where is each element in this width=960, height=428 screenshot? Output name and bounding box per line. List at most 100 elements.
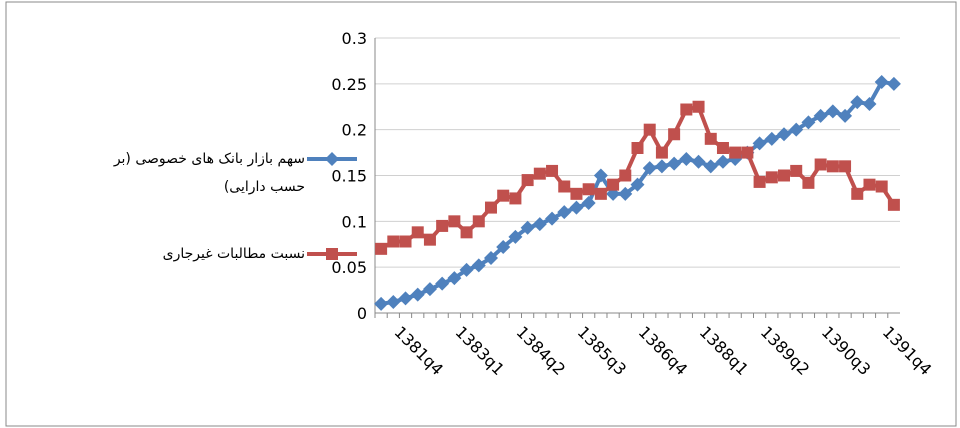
point: [826, 160, 839, 173]
y-tick-label: 0: [357, 304, 367, 323]
point: [557, 205, 572, 220]
x-tick-label: 1388q1: [696, 322, 753, 379]
point: [581, 196, 596, 210]
point: [814, 158, 827, 171]
point: [716, 142, 729, 154]
point: [496, 240, 511, 254]
point: [839, 160, 852, 173]
point: [399, 235, 412, 248]
point: [447, 271, 462, 286]
point: [375, 242, 388, 255]
legend-marker: [326, 248, 338, 260]
point: [546, 164, 559, 177]
point: [851, 187, 864, 200]
point: [509, 192, 522, 205]
legend-label: نسبت مطالبات غیرجاری: [162, 246, 305, 262]
point: [460, 226, 473, 239]
point: [753, 175, 766, 188]
point: [765, 171, 778, 184]
point: [643, 123, 656, 136]
point: [691, 154, 706, 169]
point: [484, 201, 497, 214]
y-tick-label: 0.05: [331, 258, 367, 277]
point: [704, 132, 717, 145]
point: [594, 187, 607, 200]
point: [850, 95, 865, 110]
point: [752, 136, 767, 151]
point: [790, 164, 803, 177]
point: [692, 100, 705, 113]
point: [436, 219, 449, 232]
x-tick-label: 1384q2: [513, 322, 570, 379]
point: [387, 235, 400, 248]
point: [679, 152, 694, 166]
point: [874, 75, 889, 89]
point: [459, 262, 474, 277]
point: [838, 108, 853, 123]
point: [607, 178, 620, 191]
point: [422, 282, 437, 297]
point: [423, 233, 436, 246]
x-tick-label: 1383q1: [452, 322, 509, 379]
point: [593, 168, 608, 183]
point: [619, 169, 632, 182]
y-tick-label: 0.1: [342, 212, 367, 231]
point: [630, 177, 645, 192]
point: [533, 167, 546, 180]
point: [875, 180, 888, 193]
point: [680, 103, 693, 116]
point: [374, 296, 389, 311]
point: [435, 276, 450, 291]
point: [729, 146, 742, 159]
point: [777, 127, 792, 142]
point: [825, 104, 840, 119]
point: [545, 211, 560, 226]
legend-marker: [325, 152, 339, 166]
x-tick-label: 1385q3: [574, 322, 631, 379]
point: [582, 183, 595, 196]
y-tick-label: 0.15: [331, 167, 367, 186]
y-tick-label: 0.3: [342, 29, 367, 48]
point: [471, 258, 486, 273]
point: [789, 122, 804, 137]
point: [521, 174, 534, 187]
x-tick-label: 1386q4: [635, 322, 692, 379]
point: [863, 178, 876, 191]
point: [886, 76, 901, 91]
chart-border: [5, 1, 957, 427]
point: [448, 215, 461, 228]
point: [558, 180, 571, 193]
point: [618, 186, 633, 201]
point: [411, 226, 424, 239]
point: [642, 161, 657, 176]
x-tick-label: 1391q4: [879, 322, 936, 379]
point: [887, 198, 900, 211]
point: [569, 200, 584, 215]
point: [570, 187, 583, 200]
point: [483, 251, 498, 265]
point: [862, 97, 877, 111]
point: [802, 176, 815, 189]
y-tick-label: 0.25: [331, 75, 367, 94]
point: [741, 146, 754, 159]
point: [668, 128, 681, 141]
point: [654, 159, 669, 174]
point: [655, 146, 668, 159]
point: [631, 142, 644, 154]
point: [410, 287, 425, 302]
point: [715, 154, 730, 169]
point: [813, 108, 828, 123]
x-tick-label: 1389q2: [757, 322, 814, 379]
point: [764, 131, 779, 146]
point: [778, 169, 791, 182]
point: [703, 159, 718, 174]
legend-label: سهم بازار بانک های خصوصی (بر حسب دارایی): [113, 151, 305, 195]
point: [508, 229, 523, 244]
point: [386, 295, 401, 309]
point: [497, 189, 510, 202]
point: [667, 156, 682, 171]
point: [520, 220, 535, 235]
point: [801, 115, 816, 130]
